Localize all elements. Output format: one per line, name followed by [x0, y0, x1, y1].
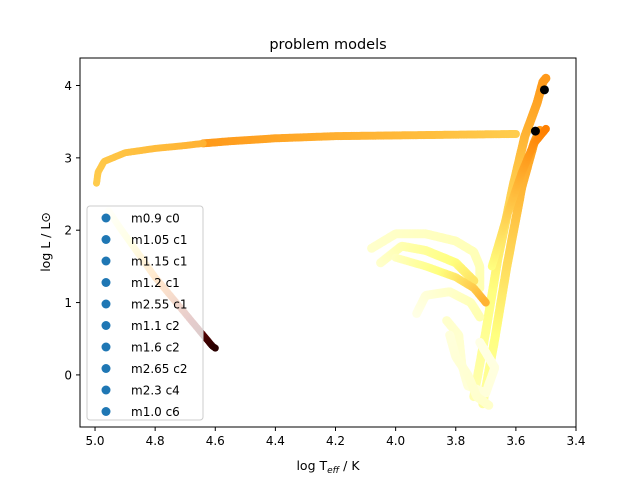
x-tick-label: 4.4	[266, 434, 285, 448]
legend-marker	[101, 342, 111, 352]
legend-box	[86, 205, 204, 421]
legend-marker	[101, 256, 111, 266]
legend-marker	[101, 213, 111, 223]
x-axis-label-subscript: eff	[327, 466, 341, 476]
legend: m0.9 c0 m1.05 c1 m1.15 c1 m1.2 c1 m2.55 c1 m1…	[86, 205, 204, 421]
track-point	[442, 316, 452, 326]
legend-marker	[101, 321, 111, 330]
track-9	[412, 287, 485, 322]
x-tick-label: 4.6	[206, 434, 225, 448]
y-axis-label: log L / L⊙	[38, 212, 53, 272]
legend-label: m2.65 c2	[131, 362, 187, 376]
track-point	[484, 400, 494, 410]
y-tick-label: 0	[64, 368, 72, 382]
track-point	[475, 312, 485, 322]
track-11	[445, 330, 494, 410]
x-axis-label-unit: / K	[339, 458, 360, 473]
x-tick-label: 4.2	[326, 434, 345, 448]
legend-label: m0.9 c0	[131, 212, 180, 226]
track-point	[541, 73, 551, 83]
legend-label: m1.2 c1	[131, 276, 180, 290]
y-axis-ticks: 0 1 2 3 4	[64, 79, 80, 382]
legend-label: m1.0 c6	[131, 405, 180, 419]
track-7	[376, 241, 479, 286]
legend-marker	[101, 407, 111, 416]
legend-label: m1.6 c2	[131, 341, 180, 355]
x-tick-label: 3.6	[506, 434, 525, 448]
legend-label: m1.15 c1	[131, 255, 187, 269]
y-tick-label: 4	[64, 79, 72, 93]
track-point	[511, 130, 520, 138]
legend-marker	[101, 278, 111, 287]
x-axis-ticks: 5.0 4.8 4.6 4.4 4.2 4.0 3.8 3.6 3.4	[85, 427, 586, 448]
y-tick-label: 3	[64, 151, 72, 165]
legend-label: m2.3 c4	[131, 384, 180, 398]
track-5	[487, 124, 550, 271]
legend-label: m1.05 c1	[131, 233, 187, 247]
legend-marker	[101, 235, 111, 244]
marker-layer	[530, 85, 549, 136]
legend-label: m1.1 c2	[131, 319, 180, 333]
x-tick-label: 3.4	[566, 434, 585, 448]
x-tick-label: 4.8	[146, 434, 165, 448]
chart-title: problem models	[269, 37, 386, 53]
track-0	[199, 130, 520, 148]
x-tick-label: 5.0	[85, 434, 104, 448]
track-point	[481, 298, 490, 307]
y-tick-label: 2	[64, 224, 72, 238]
x-axis-label: log Teff / K	[296, 458, 360, 476]
track-layer	[93, 73, 551, 410]
legend-marker	[101, 299, 111, 309]
legend-marker	[101, 364, 111, 373]
track-6	[367, 229, 485, 293]
track-8	[391, 253, 490, 307]
plot-frame	[79, 57, 577, 428]
x-tick-label: 4.0	[386, 434, 405, 448]
track-point	[211, 344, 219, 352]
x-tick-label: 3.8	[446, 434, 465, 448]
end-marker-1	[530, 126, 540, 136]
y-tick-label: 1	[64, 296, 72, 310]
legend-label: m2.55 c1	[131, 298, 187, 312]
track-1	[93, 139, 207, 187]
track-point	[541, 124, 550, 133]
track-point	[199, 139, 207, 147]
legend-marker	[101, 385, 111, 395]
end-marker-0	[539, 85, 549, 95]
